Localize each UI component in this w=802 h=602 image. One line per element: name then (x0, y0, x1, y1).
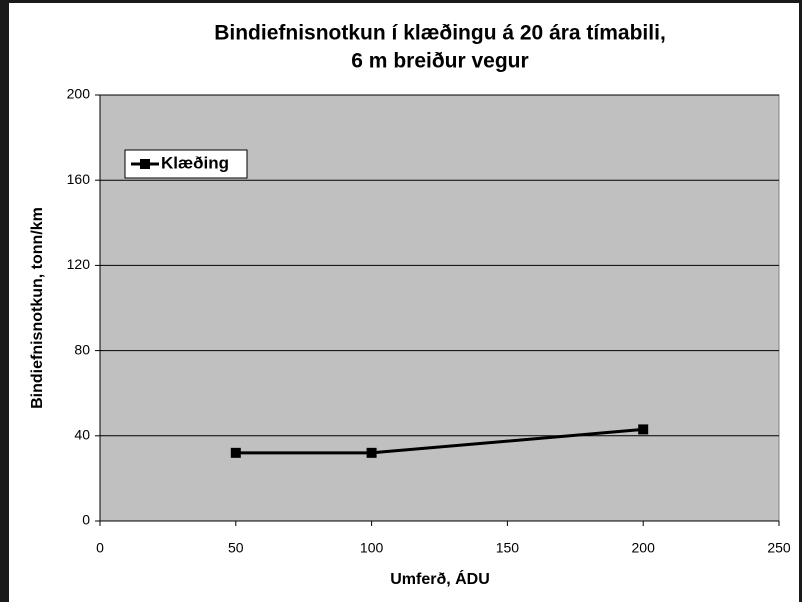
y-tick-label: 80 (74, 341, 90, 357)
frame-top (0, 0, 802, 3)
legend-marker (140, 159, 150, 169)
x-tick-label: 250 (767, 540, 791, 556)
x-tick-label: 150 (496, 540, 520, 556)
y-axis-label: Bindiefnisnotkun, tonn/km (29, 207, 46, 409)
frame-left (0, 0, 9, 602)
frame-right (799, 0, 802, 602)
y-tick-label: 200 (67, 86, 91, 102)
chart-subtitle: 6 m breiður vegur (351, 50, 528, 73)
x-axis-label: Umferð, ÁDU (390, 569, 490, 588)
x-tick-label: 100 (360, 540, 384, 556)
y-tick-label: 120 (67, 256, 91, 272)
point (638, 424, 649, 435)
x-tick-label: 50 (228, 540, 244, 556)
x-tick-label: 200 (632, 540, 656, 556)
chart-title: Bindiefnisnotkun í klæðingu á 20 ára tím… (214, 22, 666, 45)
point (230, 447, 241, 458)
y-tick-label: 160 (67, 171, 91, 187)
point (366, 447, 377, 458)
y-tick-label: 40 (74, 427, 90, 443)
legend-label: Klæðing (161, 153, 229, 172)
y-tick-label: 0 (82, 512, 90, 528)
x-tick-label: 0 (96, 540, 104, 556)
